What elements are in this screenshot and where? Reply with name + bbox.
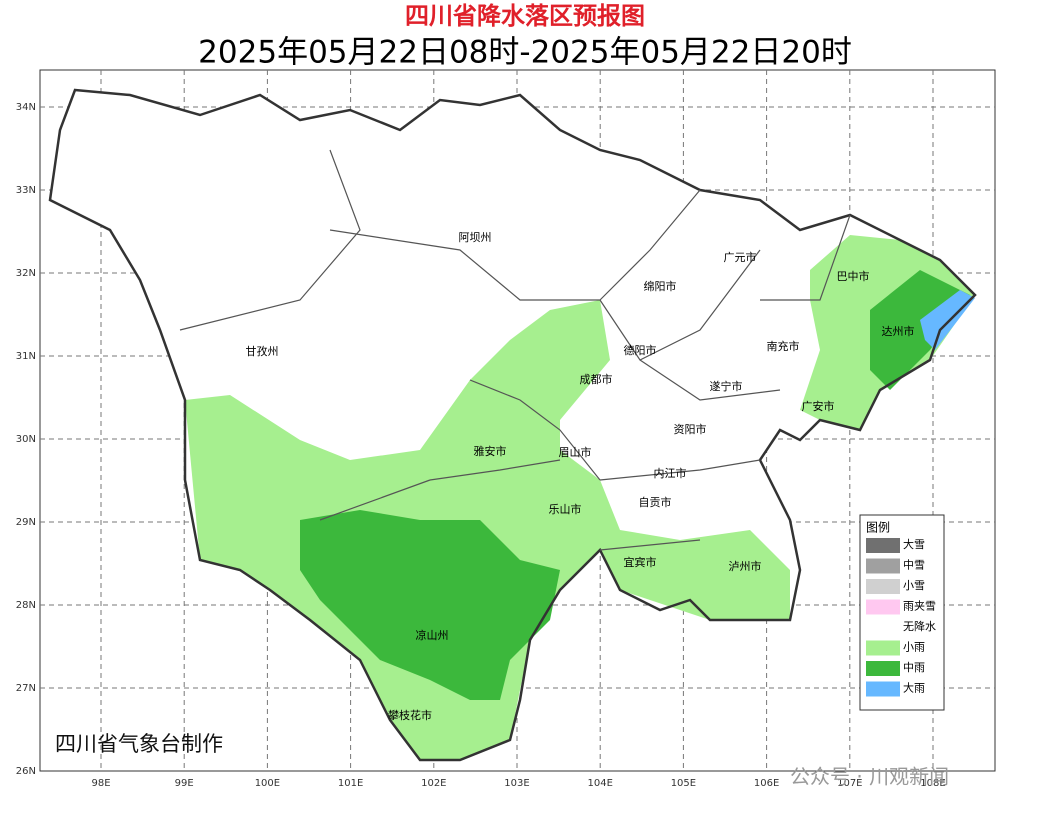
place-label: 资阳市 [674,422,707,436]
legend-label: 无降水 [903,619,936,633]
rain-area [300,510,560,700]
place-label: 自贡市 [639,495,672,509]
province-outline [48,88,977,762]
lon-label: 107E [837,778,862,789]
lat-label: 32N [16,268,36,279]
prefecture-borders [179,149,851,551]
legend-swatch [866,681,900,697]
place-label: 甘孜州 [246,344,279,358]
lon-label: 104E [587,778,612,789]
place-label: 达州市 [882,324,915,338]
lat-label: 26N [16,766,36,777]
lon-label: 105E [671,778,696,789]
credit: 四川省气象台制作 [55,732,223,756]
lat-label: 29N [16,517,36,528]
lat-label: 31N [16,351,36,362]
lon-label: 103E [504,778,529,789]
legend-title: 图例 [866,521,890,535]
legend-label: 中雪 [903,559,925,572]
lat-label: 34N [16,102,36,113]
rain-areas [185,235,975,760]
place-label: 遂宁市 [710,379,743,393]
place-label: 南充市 [767,339,800,353]
legend-swatch [866,640,900,656]
place-label: 阿坝州 [459,230,492,244]
place-label: 眉山市 [559,445,592,459]
title: 四川省降水落区预报图 [405,2,645,30]
rain-area [920,290,975,350]
legend-swatch [866,538,900,553]
legend-swatch [866,661,900,676]
lon-label: 100E [255,778,280,789]
lon-label: 106E [754,778,779,789]
place-label: 巴中市 [837,269,870,283]
legend-label: 小雨 [903,641,925,654]
lat-label: 30N [16,434,36,445]
place-label: 凉山州 [416,628,449,642]
place-label: 雅安市 [474,444,507,458]
subtitle: 2025年05月22日08时-2025年05月22日20时 [198,35,852,71]
legend-swatch [866,620,900,635]
lat-label: 27N [16,683,36,694]
lon-label: 99E [175,778,194,789]
lon-label: 108E [920,778,945,789]
place-label: 内江市 [654,466,687,480]
legend-swatch [866,599,900,615]
legend-swatch [866,558,900,574]
place-label: 宜宾市 [624,555,657,569]
place-label: 乐山市 [549,502,582,516]
place-label: 德阳市 [624,343,657,357]
legend-label: 大雪 [903,537,925,551]
lat-label: 33N [16,185,36,196]
watermark: 公众号 · 川观新闻 [790,765,949,789]
place-label: 绵阳市 [644,279,677,293]
legend-label: 小雪 [903,579,925,592]
lon-label: 101E [338,778,363,789]
place-label: 广元市 [724,250,757,264]
legend-label: 中雨 [903,661,925,674]
legend-swatch [866,579,900,594]
legend-label: 大雨 [903,681,925,695]
place-label: 广安市 [802,399,835,413]
lon-label: 98E [91,778,110,789]
place-label: 泸州市 [729,559,762,573]
place-label: 成都市 [580,372,613,386]
place-label: 攀枝花市 [388,708,432,722]
lon-label: 102E [421,778,446,789]
legend-label: 雨夹雪 [903,600,936,613]
rain-area [870,270,970,390]
lat-label: 28N [16,600,36,611]
